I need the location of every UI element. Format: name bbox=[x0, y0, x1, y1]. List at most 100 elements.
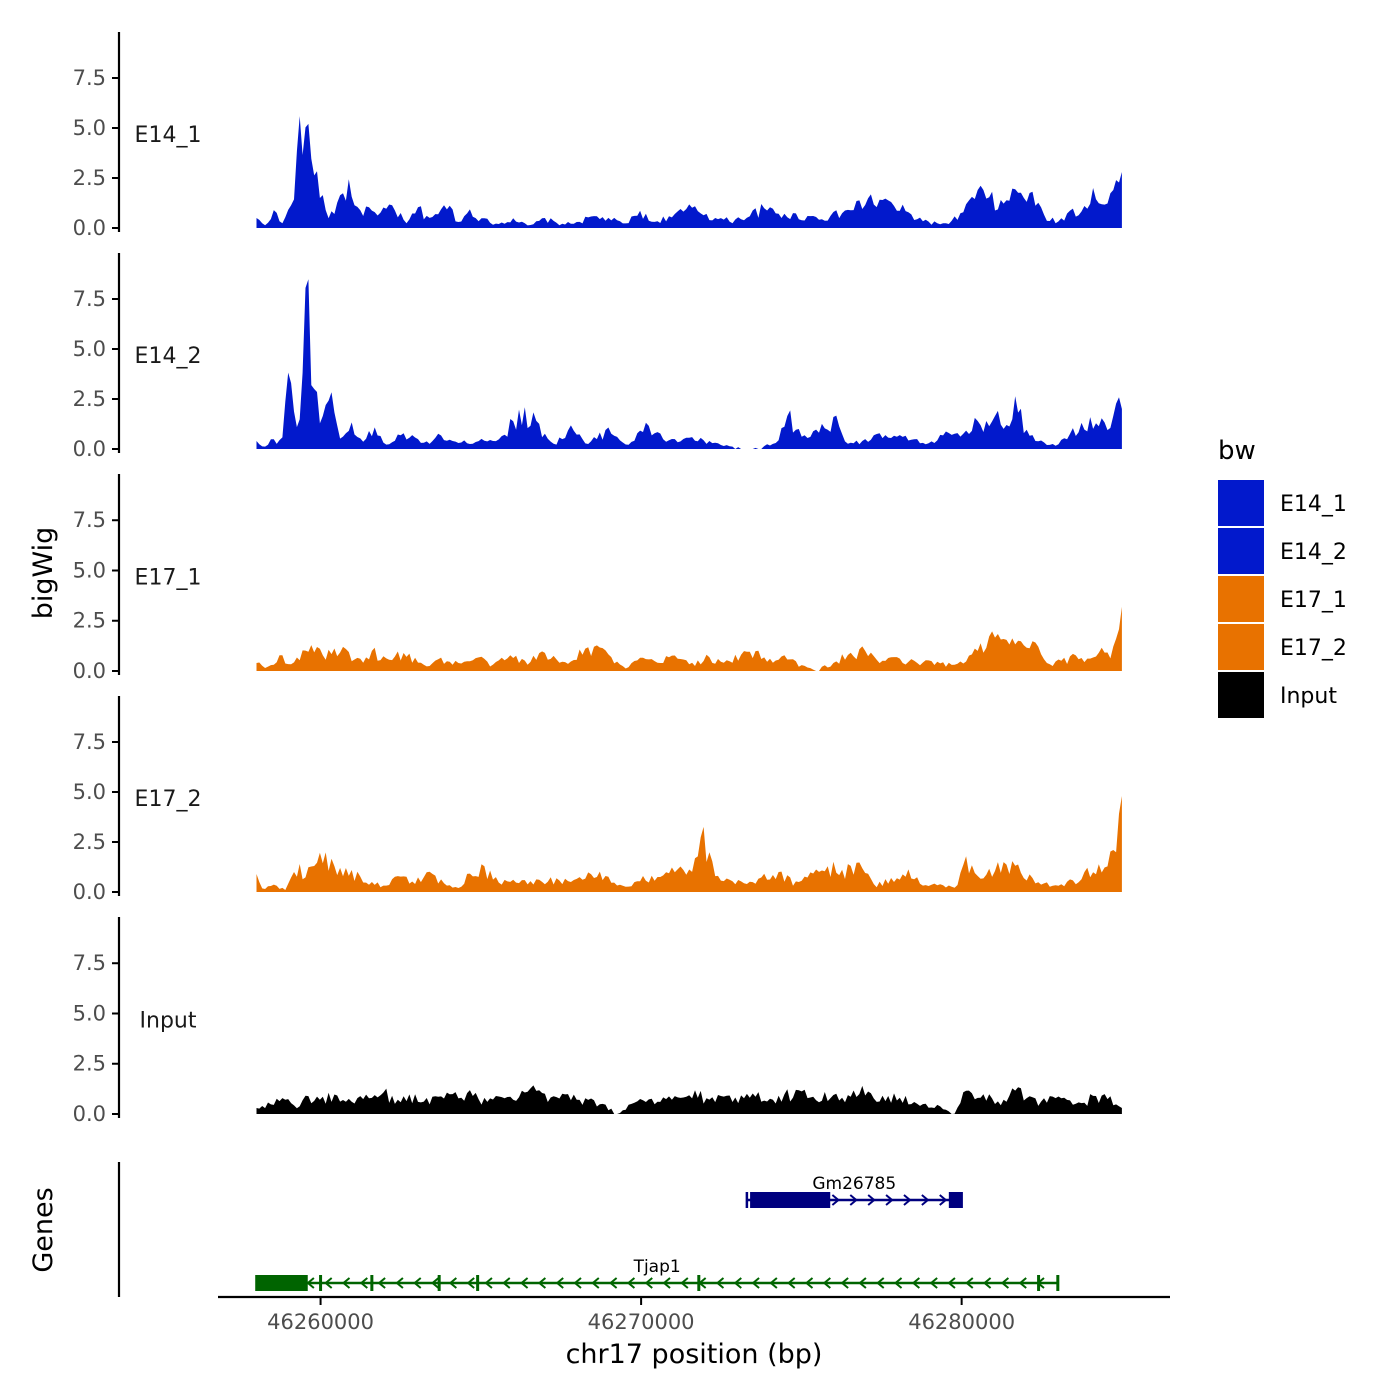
gene-arrow-Tjap1-22 bbox=[644, 1277, 653, 1289]
gene-arrow-Tjap1-10 bbox=[430, 1277, 440, 1289]
genes-axis-title: Genes bbox=[28, 1187, 59, 1272]
track-E17_1: 0.0 2.5 5.0 7.5 E17_1 bbox=[73, 474, 1122, 683]
track-label-E17_2: E17_2 bbox=[135, 787, 202, 812]
gene-arrow-Tjap1-8 bbox=[395, 1277, 404, 1289]
gene-arrow-Tjap1-41 bbox=[983, 1277, 992, 1289]
y-tick-label-Input-3: 7.5 bbox=[73, 951, 106, 975]
tracks: 0.0 2.5 5.0 7.5 E14_1 0.0 2.5 5.0 7.5 E14_2 0.0 2.5… bbox=[73, 32, 1122, 1126]
gene-arrow-Tjap1-27 bbox=[733, 1277, 742, 1289]
gene-arrow-Tjap1-16 bbox=[537, 1277, 547, 1289]
x-tick-label-1: 46270000 bbox=[588, 1310, 695, 1334]
y-tick-label-E14_2-0: 0.0 bbox=[73, 437, 106, 461]
gene-arrow-Tjap1-19 bbox=[591, 1277, 600, 1289]
gene-arrow-Tjap1-39 bbox=[947, 1277, 956, 1289]
x-axis: 46260000 46270000 46280000 bbox=[218, 1295, 1170, 1334]
y-tick-label-E17_1-1: 2.5 bbox=[73, 609, 106, 633]
gene-Gm26785: Gm26785 bbox=[745, 1174, 963, 1208]
y-tick-label-E14_1-0: 0.0 bbox=[73, 216, 106, 240]
track-label-Input: Input bbox=[140, 1008, 197, 1033]
gene-exon-Gm26785-0 bbox=[750, 1192, 831, 1208]
gene-arrow-Gm26785-10 bbox=[921, 1194, 930, 1206]
gene-arrow-Tjap1-9 bbox=[413, 1277, 422, 1289]
gene-arrow-Tjap1-31 bbox=[804, 1277, 814, 1289]
coverage-area-E14_2 bbox=[256, 279, 1122, 449]
gene-arrow-Tjap1-29 bbox=[769, 1277, 778, 1289]
legend-title: bw bbox=[1218, 436, 1256, 466]
gene-exon-Gm26785-1 bbox=[948, 1192, 962, 1208]
gene-arrow-Tjap1-3 bbox=[306, 1277, 315, 1289]
legend-swatch-E14_1 bbox=[1218, 480, 1264, 526]
legend-swatch-Input bbox=[1218, 672, 1264, 718]
gene-arrow-Tjap1-36 bbox=[893, 1277, 903, 1289]
y-tick-label-E14_2-1: 2.5 bbox=[73, 387, 106, 411]
genes-panel: Gm26785 Tjap1 bbox=[117, 1162, 1060, 1297]
legend-swatch-E17_2 bbox=[1218, 624, 1264, 670]
gene-arrow-Tjap1-37 bbox=[911, 1277, 920, 1289]
gene-Tjap1: Tjap1 bbox=[255, 1257, 1060, 1291]
y-tick-label-E14_1-2: 5.0 bbox=[73, 116, 106, 140]
gene-arrow-Tjap1-17 bbox=[555, 1277, 564, 1289]
gene-arrow-Tjap1-33 bbox=[840, 1277, 849, 1289]
gene-arrow-Tjap1-15 bbox=[520, 1277, 529, 1289]
gene-arrow-Tjap1-7 bbox=[377, 1277, 386, 1289]
gene-arrow-Gm26785-11 bbox=[939, 1194, 948, 1206]
gene-arrow-Tjap1-40 bbox=[965, 1277, 974, 1289]
track-label-E14_1: E14_1 bbox=[135, 123, 202, 148]
gene-exon-Tjap1-0 bbox=[256, 1275, 308, 1291]
x-axis-title: chr17 position (bp) bbox=[566, 1339, 823, 1370]
gene-label-Gm26785: Gm26785 bbox=[812, 1174, 896, 1194]
y-tick-label-E14_2-3: 7.5 bbox=[73, 287, 106, 311]
coverage-area-E17_1 bbox=[256, 606, 1122, 671]
track-Input: 0.0 2.5 5.0 7.5 Input bbox=[73, 917, 1122, 1126]
y-tick-label-Input-1: 2.5 bbox=[73, 1052, 106, 1076]
gene-arrow-Tjap1-18 bbox=[573, 1277, 582, 1289]
y-tick-label-E17_1-0: 0.0 bbox=[73, 659, 106, 683]
gene-arrow-Gm26785-5 bbox=[831, 1194, 840, 1206]
gene-arrow-Tjap1-12 bbox=[466, 1277, 475, 1289]
y-tick-label-E17_1-3: 7.5 bbox=[73, 508, 106, 532]
legend-label-E14_1: E14_1 bbox=[1280, 492, 1347, 517]
coverage-area-Input bbox=[256, 1085, 1122, 1114]
gene-arrow-Tjap1-6 bbox=[359, 1277, 368, 1289]
gene-arrow-Tjap1-20 bbox=[609, 1277, 618, 1289]
y-tick-label-E17_2-1: 2.5 bbox=[73, 830, 106, 854]
coverage-area-E14_1 bbox=[256, 116, 1122, 228]
gene-arrow-Gm26785-6 bbox=[849, 1194, 858, 1206]
x-tick-label-0: 46260000 bbox=[267, 1310, 374, 1334]
y-axis-title: bigWig bbox=[28, 527, 59, 620]
y-tick-label-E17_1-2: 5.0 bbox=[73, 558, 106, 582]
y-tick-label-E14_2-2: 5.0 bbox=[73, 337, 106, 361]
gene-arrow-Tjap1-5 bbox=[341, 1277, 351, 1289]
track-label-E14_2: E14_2 bbox=[135, 344, 202, 369]
gene-arrow-Tjap1-34 bbox=[858, 1277, 867, 1289]
legend-label-E14_2: E14_2 bbox=[1280, 540, 1347, 565]
legend-label-E17_2: E17_2 bbox=[1280, 636, 1347, 661]
track-E14_2: 0.0 2.5 5.0 7.5 E14_2 bbox=[73, 253, 1122, 461]
gene-arrow-Tjap1-14 bbox=[502, 1277, 511, 1289]
gene-arrow-Tjap1-42 bbox=[1000, 1277, 1010, 1289]
y-tick-label-Input-2: 5.0 bbox=[73, 1001, 106, 1025]
track-E14_1: 0.0 2.5 5.0 7.5 E14_1 bbox=[73, 32, 1122, 240]
gene-arrow-Gm26785-7 bbox=[867, 1194, 876, 1206]
gene-arrow-Tjap1-26 bbox=[715, 1277, 725, 1289]
gene-arrow-Gm26785-8 bbox=[885, 1194, 894, 1206]
gene-arrow-Tjap1-30 bbox=[787, 1277, 796, 1289]
legend-swatch-E17_1 bbox=[1218, 576, 1264, 622]
gene-arrow-Tjap1-28 bbox=[751, 1277, 760, 1289]
coverage-area-E17_2 bbox=[256, 796, 1122, 892]
y-tick-label-Input-0: 0.0 bbox=[73, 1102, 106, 1126]
gene-arrow-Tjap1-13 bbox=[484, 1277, 493, 1289]
y-tick-label-E17_2-2: 5.0 bbox=[73, 780, 106, 804]
gene-arrow-Tjap1-35 bbox=[876, 1277, 885, 1289]
gene-arrow-Tjap1-4 bbox=[324, 1277, 333, 1289]
y-tick-label-E14_1-3: 7.5 bbox=[73, 66, 106, 90]
gene-arrow-Tjap1-23 bbox=[662, 1277, 671, 1289]
gene-arrow-Gm26785-9 bbox=[903, 1194, 912, 1206]
gene-arrow-Tjap1-11 bbox=[448, 1277, 457, 1289]
gene-arrow-Tjap1-24 bbox=[680, 1277, 689, 1289]
legend-swatch-E14_2 bbox=[1218, 528, 1264, 574]
y-tick-label-E14_1-1: 2.5 bbox=[73, 166, 106, 190]
x-tick-label-2: 46280000 bbox=[908, 1310, 1015, 1334]
legend: bw E14_1 E14_2 E17_1 E17_2 Input bbox=[1218, 436, 1347, 718]
